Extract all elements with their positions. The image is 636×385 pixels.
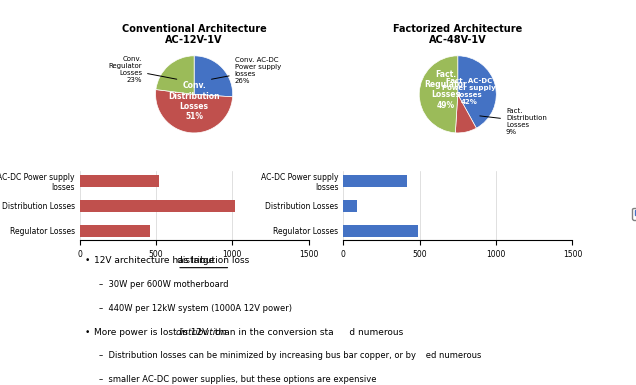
Text: Fact.
Regulator
Losses
49%: Fact. Regulator Losses 49%	[424, 70, 467, 110]
Text: •: •	[85, 328, 90, 336]
Text: –  30W per 600W motherboard: – 30W per 600W motherboard	[99, 280, 229, 289]
Text: Fact.
Distribution
Losses
9%: Fact. Distribution Losses 9%	[480, 108, 547, 135]
Wedge shape	[156, 56, 194, 94]
Text: distribution: distribution	[176, 328, 227, 336]
Wedge shape	[156, 90, 233, 133]
Bar	[80, 225, 150, 237]
Text: Fact. AC-DC
Power supply
losses
42%: Fact. AC-DC Power supply losses 42%	[443, 78, 496, 105]
Text: distribution loss: distribution loss	[177, 256, 249, 265]
Text: Conv.
Distribution
Losses
51%: Conv. Distribution Losses 51%	[169, 81, 220, 121]
Text: than in the conversion sta         d numerous: than in the conversion sta d numerous	[212, 328, 403, 336]
Text: Conv. AC-DC
Power supply
losses
26%: Conv. AC-DC Power supply losses 26%	[212, 57, 281, 84]
Legend: Losse...: Losse...	[426, 208, 477, 219]
Wedge shape	[194, 56, 233, 97]
Bar	[343, 225, 418, 237]
Wedge shape	[455, 94, 476, 133]
Text: –  440W per 12kW system (1000A 12V power): – 440W per 12kW system (1000A 12V power)	[99, 304, 292, 313]
Text: 12V architecture has large: 12V architecture has large	[94, 256, 218, 265]
Text: Conv.
Regulator
Losses
23%: Conv. Regulator Losses 23%	[109, 56, 177, 83]
Bar	[80, 200, 235, 212]
Text: –  smaller AC-DC power supplies, but these options are expensive: – smaller AC-DC power supplies, but thes…	[99, 375, 377, 384]
Legend: Losses (W): Losses (W)	[632, 208, 636, 219]
Bar	[80, 175, 159, 187]
Bar	[343, 200, 357, 212]
Title: Conventional Architecture
AC-12V-1V: Conventional Architecture AC-12V-1V	[121, 24, 266, 45]
Title: Factorized Architecture
AC-48V-1V: Factorized Architecture AC-48V-1V	[393, 24, 522, 45]
Bar	[343, 175, 407, 187]
Text: More power is lost in 12V: More power is lost in 12V	[94, 328, 211, 336]
Text: –  Distribution losses can be minimized by increasing bus bar copper, or by     : – Distribution losses can be minimized b…	[99, 352, 481, 360]
Text: •: •	[85, 256, 90, 265]
Wedge shape	[458, 56, 496, 128]
Wedge shape	[419, 56, 458, 133]
